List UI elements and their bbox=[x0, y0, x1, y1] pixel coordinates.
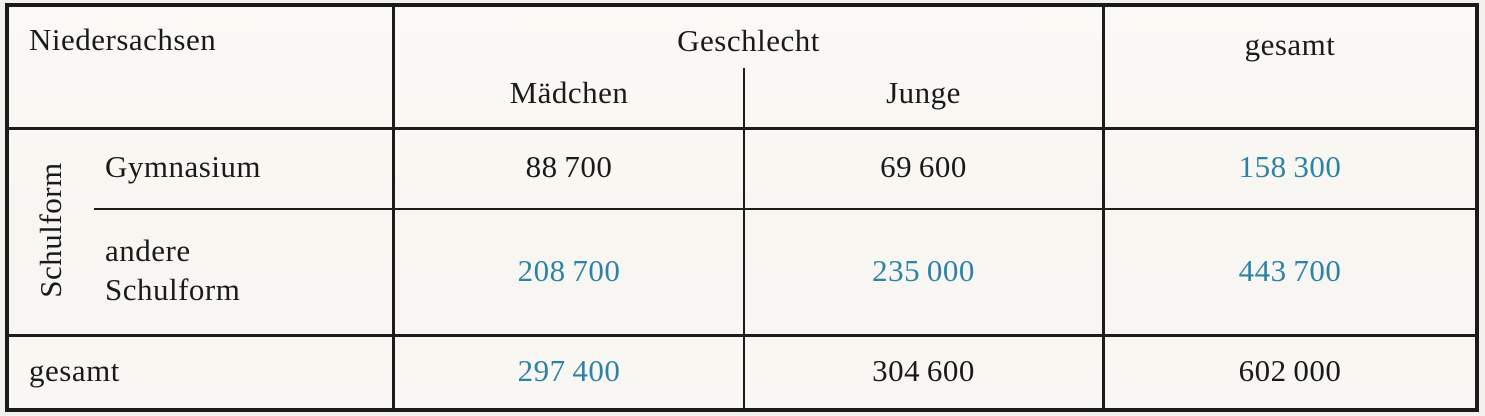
divider-header-horizontal bbox=[9, 127, 1475, 130]
cell-andere-gesamt: 443 700 bbox=[1238, 252, 1342, 288]
cell-gesamt-maedchen: 297 400 bbox=[517, 352, 621, 388]
cell-gymnasium-junge: 69 600 bbox=[880, 149, 967, 185]
cell-gymnasium-gesamt: 158 300 bbox=[1238, 149, 1342, 185]
divider-total-row-horizontal bbox=[9, 334, 1475, 337]
row-header-andere-schulform: andere Schulform bbox=[105, 208, 385, 334]
divider-total-column-vertical bbox=[1102, 7, 1105, 408]
row-group-label-schulform: Schulform bbox=[32, 162, 68, 298]
row-header-gymnasium: Gymnasium bbox=[105, 149, 262, 185]
divider-schoolrows-horizontal bbox=[94, 208, 1475, 210]
row-header-andere-line1: andere bbox=[105, 233, 191, 269]
cell-gymnasium-maedchen: 88 700 bbox=[525, 149, 613, 185]
column-header-junge: Junge bbox=[886, 74, 961, 110]
row-header-gesamt: gesamt bbox=[29, 352, 120, 388]
divider-girls-boys-vertical bbox=[743, 68, 745, 408]
cell-andere-maedchen: 208 700 bbox=[517, 252, 621, 288]
table-corner-region-label: Niedersachsen bbox=[29, 21, 217, 57]
divider-rowlabels-vertical bbox=[392, 7, 395, 408]
contingency-table: Niedersachsen Geschlecht Mädchen Junge g… bbox=[5, 3, 1479, 412]
column-header-maedchen: Mädchen bbox=[509, 74, 629, 110]
cell-gesamt-gesamt: 602 000 bbox=[1238, 352, 1342, 388]
row-header-andere-line2: Schulform bbox=[105, 272, 241, 307]
column-header-gesamt: gesamt bbox=[1244, 26, 1336, 62]
cell-andere-junge: 235 000 bbox=[872, 252, 975, 288]
column-group-header-geschlecht: Geschlecht bbox=[677, 22, 820, 58]
cell-gesamt-junge: 304 600 bbox=[872, 352, 975, 388]
